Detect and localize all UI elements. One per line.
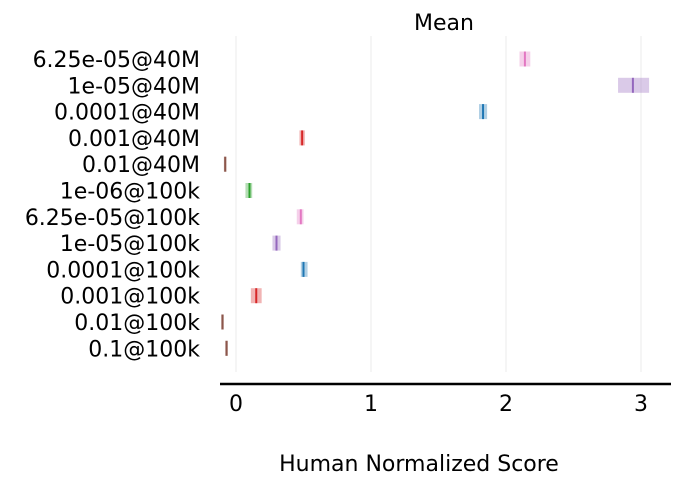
interval-series <box>221 51 650 356</box>
x-tick-label-2: 2 <box>499 392 513 417</box>
y-tick-label-3: 0.001@40M <box>68 127 200 152</box>
y-tick-label-7: 1e-05@100k <box>60 232 200 257</box>
grid-lines <box>235 36 642 372</box>
x-tick-label-1: 1 <box>364 392 378 417</box>
y-tick-label-6: 6.25e-05@100k <box>25 206 200 231</box>
y-tick-labels: 6.25e-05@40M1e-05@40M0.0001@40M0.001@40M… <box>25 48 200 362</box>
x-tick-label-3: 3 <box>634 392 648 417</box>
y-tick-label-2: 0.0001@40M <box>54 101 200 126</box>
x-tick-labels: 0 1 2 3 <box>229 392 648 417</box>
y-tick-label-1: 1e-05@40M <box>68 74 200 99</box>
y-tick-label-8: 0.0001@100k <box>46 258 200 283</box>
x-axis-label: Human Normalized Score <box>279 452 559 477</box>
chart-title: Mean <box>414 11 474 36</box>
y-tick-label-4: 0.01@40M <box>82 153 200 178</box>
y-tick-label-0: 6.25e-05@40M <box>33 48 200 73</box>
y-tick-label-11: 0.1@100k <box>88 337 200 362</box>
x-tick-label-0: 0 <box>229 392 243 417</box>
y-tick-label-9: 0.001@100k <box>60 285 200 310</box>
y-tick-label-10: 0.01@100k <box>74 311 200 336</box>
y-tick-label-5: 1e-06@100k <box>60 180 200 205</box>
